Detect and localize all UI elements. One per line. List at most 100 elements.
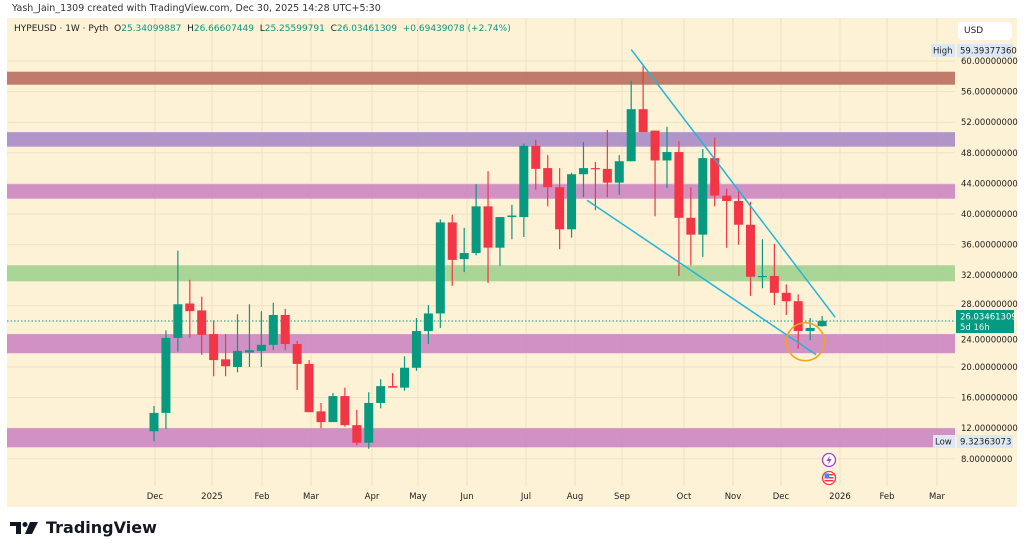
- tradingview-logo[interactable]: TradingView: [10, 518, 157, 537]
- candle-body: [221, 359, 231, 367]
- price-tick: 36.00000000: [961, 241, 1018, 251]
- trendline[interactable]: [630, 49, 836, 318]
- open-label: O: [114, 24, 122, 34]
- highlight-circle[interactable]: [785, 321, 826, 362]
- currency-selector[interactable]: USD: [958, 22, 1012, 40]
- time-tick: Oct: [677, 492, 692, 502]
- price-zone[interactable]: [7, 428, 955, 448]
- time-tick: Jul: [520, 492, 531, 502]
- candle: [638, 65, 648, 133]
- candle: [435, 219, 445, 328]
- candle-body: [614, 161, 624, 183]
- candle: [495, 217, 505, 267]
- high-label: H: [187, 24, 194, 34]
- candle-body: [817, 320, 827, 327]
- close-value: 26.03461309: [336, 24, 398, 34]
- price-axis[interactable]: 60.00000000 56.00000000 52.00000000 48.0000…: [961, 57, 1018, 465]
- candle-body: [209, 334, 219, 361]
- candle: [352, 409, 362, 446]
- candle-body: [435, 222, 445, 314]
- low-value: 9.32363073: [960, 438, 1011, 448]
- candle-body: [519, 145, 529, 218]
- candle-body: [364, 402, 374, 443]
- price-zone[interactable]: [7, 71, 955, 85]
- us-flag-icon[interactable]: [821, 470, 837, 486]
- candle: [364, 392, 374, 449]
- price-tick: 28.00000000: [961, 300, 1018, 310]
- bar-countdown: 5d 16h: [960, 323, 990, 333]
- candle: [400, 356, 410, 391]
- candle-body: [328, 396, 338, 423]
- candle: [233, 314, 243, 373]
- candle-body: [662, 152, 672, 161]
- candle-body: [805, 327, 815, 332]
- candle: [244, 304, 254, 367]
- candle: [519, 143, 529, 237]
- candle: [626, 80, 636, 162]
- chart-background: [7, 18, 1017, 507]
- candle-body: [674, 152, 684, 218]
- time-tick: Dec: [773, 492, 790, 502]
- price-tick: 12.00000000: [961, 424, 1018, 434]
- candle-body: [471, 206, 481, 254]
- candle-body: [411, 331, 421, 368]
- candle-body: [793, 301, 803, 332]
- candle: [376, 379, 386, 409]
- high-value-bg: [957, 44, 1013, 57]
- candle-body: [352, 425, 362, 443]
- candle-body: [161, 337, 171, 413]
- candle-body: [340, 396, 350, 426]
- candle: [662, 126, 672, 188]
- candle-body: [567, 174, 577, 230]
- price-zone[interactable]: [7, 334, 955, 354]
- candle-body: [292, 344, 302, 364]
- candle: [185, 279, 195, 338]
- candle-body: [578, 168, 588, 175]
- candle: [722, 188, 732, 248]
- time-tick: 2025: [201, 492, 223, 502]
- low-tag-bg: [933, 435, 955, 448]
- candle: [746, 201, 755, 296]
- candle-body: [698, 158, 708, 235]
- candle: [650, 130, 660, 217]
- candle: [447, 214, 457, 286]
- symbol-info[interactable]: HYPEUSD · 1W · Pyth: [14, 24, 109, 34]
- candle: [817, 315, 827, 327]
- candle: [614, 155, 624, 195]
- time-axis[interactable]: Dec 2025 Feb Mar Apr May Jun Jul Aug Sep Oct Nov Dec…: [147, 492, 946, 502]
- candle-body: [244, 350, 254, 353]
- candle: [173, 250, 183, 352]
- price-zone[interactable]: [7, 265, 955, 282]
- lightning-icon[interactable]: [821, 452, 837, 468]
- candle-body: [602, 168, 612, 183]
- candles: [149, 65, 827, 449]
- candle: [268, 302, 278, 351]
- tradingview-logo-text: TradingView: [46, 518, 157, 537]
- candle: [698, 148, 708, 257]
- candle: [483, 171, 493, 283]
- candle: [340, 387, 350, 427]
- candle-body: [447, 222, 457, 260]
- low-label: L: [259, 24, 265, 34]
- candle-body: [531, 145, 541, 169]
- candle: [686, 187, 696, 266]
- price-zone[interactable]: [7, 184, 955, 199]
- time-tick: Feb: [879, 492, 894, 502]
- candle: [459, 227, 469, 273]
- time-tick: Aug: [567, 492, 584, 502]
- price-zone[interactable]: [7, 132, 955, 147]
- high-value-legend: 26.66607449: [193, 24, 254, 34]
- candle-body: [268, 314, 278, 345]
- low-tag: Low: [935, 438, 952, 448]
- time-tick: Dec: [147, 492, 164, 502]
- candle: [197, 296, 207, 355]
- trendline[interactable]: [586, 199, 817, 356]
- candle: [531, 139, 541, 190]
- candle: [578, 142, 588, 198]
- candle: [221, 334, 231, 377]
- candle-body: [710, 158, 720, 196]
- trendlines[interactable]: [586, 49, 836, 362]
- candle: [256, 311, 266, 367]
- candle-body: [197, 310, 207, 335]
